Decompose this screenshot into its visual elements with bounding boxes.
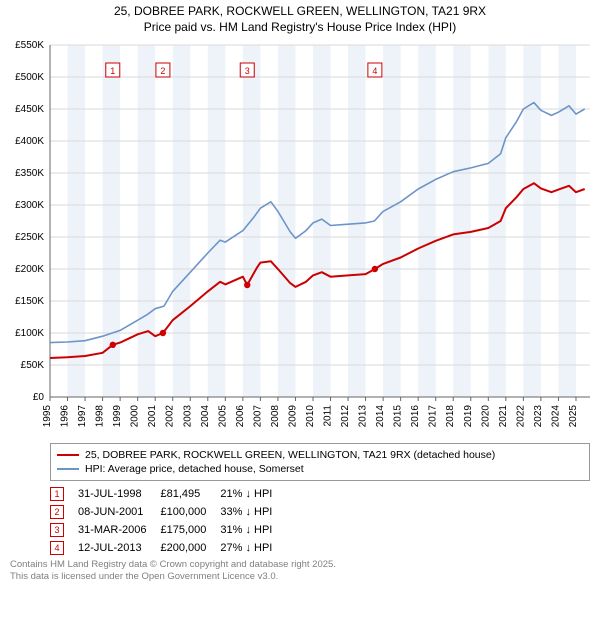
svg-text:£400K: £400K	[15, 136, 44, 147]
svg-text:2018: 2018	[445, 405, 456, 428]
sale-price: £100,000	[160, 503, 220, 521]
sale-delta: 27% ↓ HPI	[220, 539, 286, 557]
svg-text:2000: 2000	[130, 405, 141, 428]
svg-text:1995: 1995	[42, 405, 53, 428]
svg-text:2024: 2024	[550, 405, 561, 428]
sales-row: 1 31-JUL-1998£81,49521% ↓ HPI	[50, 485, 286, 503]
sales-row: 2 08-JUN-2001£100,00033% ↓ HPI	[50, 503, 286, 521]
legend-row: HPI: Average price, detached house, Some…	[57, 462, 583, 476]
svg-text:£250K: £250K	[15, 232, 44, 243]
sales-table: 1 31-JUL-1998£81,49521% ↓ HPI 2 08-JUN-2001…	[50, 485, 286, 557]
svg-text:1997: 1997	[77, 405, 88, 428]
legend-swatch	[57, 468, 79, 470]
chart-svg: £0 £50K £100K £150K £200K £250K £300K £350K £400…	[0, 37, 600, 437]
svg-text:2017: 2017	[428, 405, 439, 428]
svg-text:2002: 2002	[165, 405, 176, 428]
sale-delta: 21% ↓ HPI	[220, 485, 286, 503]
sale-date: 08-JUN-2001	[78, 503, 160, 521]
svg-text:2007: 2007	[252, 405, 263, 428]
svg-text:2011: 2011	[323, 405, 334, 427]
sale-delta: 33% ↓ HPI	[220, 503, 286, 521]
sales-row: 4 12-JUL-2013£200,00027% ↓ HPI	[50, 539, 286, 557]
svg-text:2016: 2016	[410, 405, 421, 428]
svg-text:1998: 1998	[95, 405, 106, 428]
sale-marker-box: 1	[50, 487, 64, 501]
svg-text:1999: 1999	[112, 405, 123, 428]
svg-text:£0: £0	[33, 392, 45, 403]
svg-text:2020: 2020	[480, 405, 491, 428]
svg-text:2009: 2009	[287, 405, 298, 428]
svg-text:£350K: £350K	[15, 168, 44, 179]
svg-text:2022: 2022	[515, 405, 526, 428]
svg-text:£450K: £450K	[15, 104, 44, 115]
svg-text:£150K: £150K	[15, 296, 44, 307]
svg-text:2012: 2012	[340, 405, 351, 428]
svg-text:2001: 2001	[147, 405, 158, 428]
title-line-1: 25, DOBREE PARK, ROCKWELL GREEN, WELLING…	[0, 4, 600, 20]
svg-text:2: 2	[160, 66, 165, 76]
svg-text:4: 4	[372, 66, 377, 76]
sale-marker-box: 3	[50, 523, 64, 537]
svg-text:£200K: £200K	[15, 264, 44, 275]
sale-marker-box: 4	[50, 541, 64, 555]
svg-text:2006: 2006	[235, 405, 246, 428]
svg-text:2005: 2005	[217, 405, 228, 428]
svg-text:£500K: £500K	[15, 72, 44, 83]
sale-date: 31-MAR-2006	[78, 521, 160, 539]
sale-delta: 31% ↓ HPI	[220, 521, 286, 539]
svg-text:2014: 2014	[375, 405, 386, 428]
svg-text:£300K: £300K	[15, 200, 44, 211]
svg-text:1: 1	[110, 66, 115, 76]
svg-text:2025: 2025	[568, 405, 579, 428]
chart-area: £0 £50K £100K £150K £200K £250K £300K £350K £400…	[0, 37, 600, 437]
sale-marker-box: 2	[50, 505, 64, 519]
sale-price: £200,000	[160, 539, 220, 557]
svg-text:2019: 2019	[463, 405, 474, 428]
svg-text:1996: 1996	[60, 405, 71, 428]
svg-text:2003: 2003	[182, 405, 193, 428]
legend-label: HPI: Average price, detached house, Some…	[85, 463, 304, 475]
sales-row: 3 31-MAR-2006£175,00031% ↓ HPI	[50, 521, 286, 539]
footer: Contains HM Land Registry data © Crown c…	[10, 559, 590, 583]
legend: 25, DOBREE PARK, ROCKWELL GREEN, WELLING…	[50, 443, 590, 481]
svg-text:2021: 2021	[498, 405, 509, 428]
svg-text:2013: 2013	[358, 405, 369, 428]
sale-date: 31-JUL-1998	[78, 485, 160, 503]
legend-row: 25, DOBREE PARK, ROCKWELL GREEN, WELLING…	[57, 448, 583, 462]
footer-line-2: This data is licensed under the Open Gov…	[10, 571, 590, 583]
sale-date: 12-JUL-2013	[78, 539, 160, 557]
title-line-2: Price paid vs. HM Land Registry's House …	[0, 20, 600, 36]
svg-text:£100K: £100K	[15, 328, 44, 339]
svg-text:2008: 2008	[270, 405, 281, 428]
svg-text:£50K: £50K	[21, 360, 45, 371]
legend-label: 25, DOBREE PARK, ROCKWELL GREEN, WELLING…	[85, 449, 495, 461]
sale-price: £81,495	[160, 485, 220, 503]
footer-line-1: Contains HM Land Registry data © Crown c…	[10, 559, 590, 571]
svg-text:2015: 2015	[393, 405, 404, 428]
svg-text:2023: 2023	[533, 405, 544, 428]
sale-price: £175,000	[160, 521, 220, 539]
legend-swatch	[57, 454, 79, 456]
svg-text:2004: 2004	[200, 405, 211, 428]
title-block: 25, DOBREE PARK, ROCKWELL GREEN, WELLING…	[0, 0, 600, 37]
svg-text:£550K: £550K	[15, 40, 44, 51]
svg-text:2010: 2010	[305, 405, 316, 428]
chart-container: 25, DOBREE PARK, ROCKWELL GREEN, WELLING…	[0, 0, 600, 583]
svg-text:3: 3	[245, 66, 250, 76]
